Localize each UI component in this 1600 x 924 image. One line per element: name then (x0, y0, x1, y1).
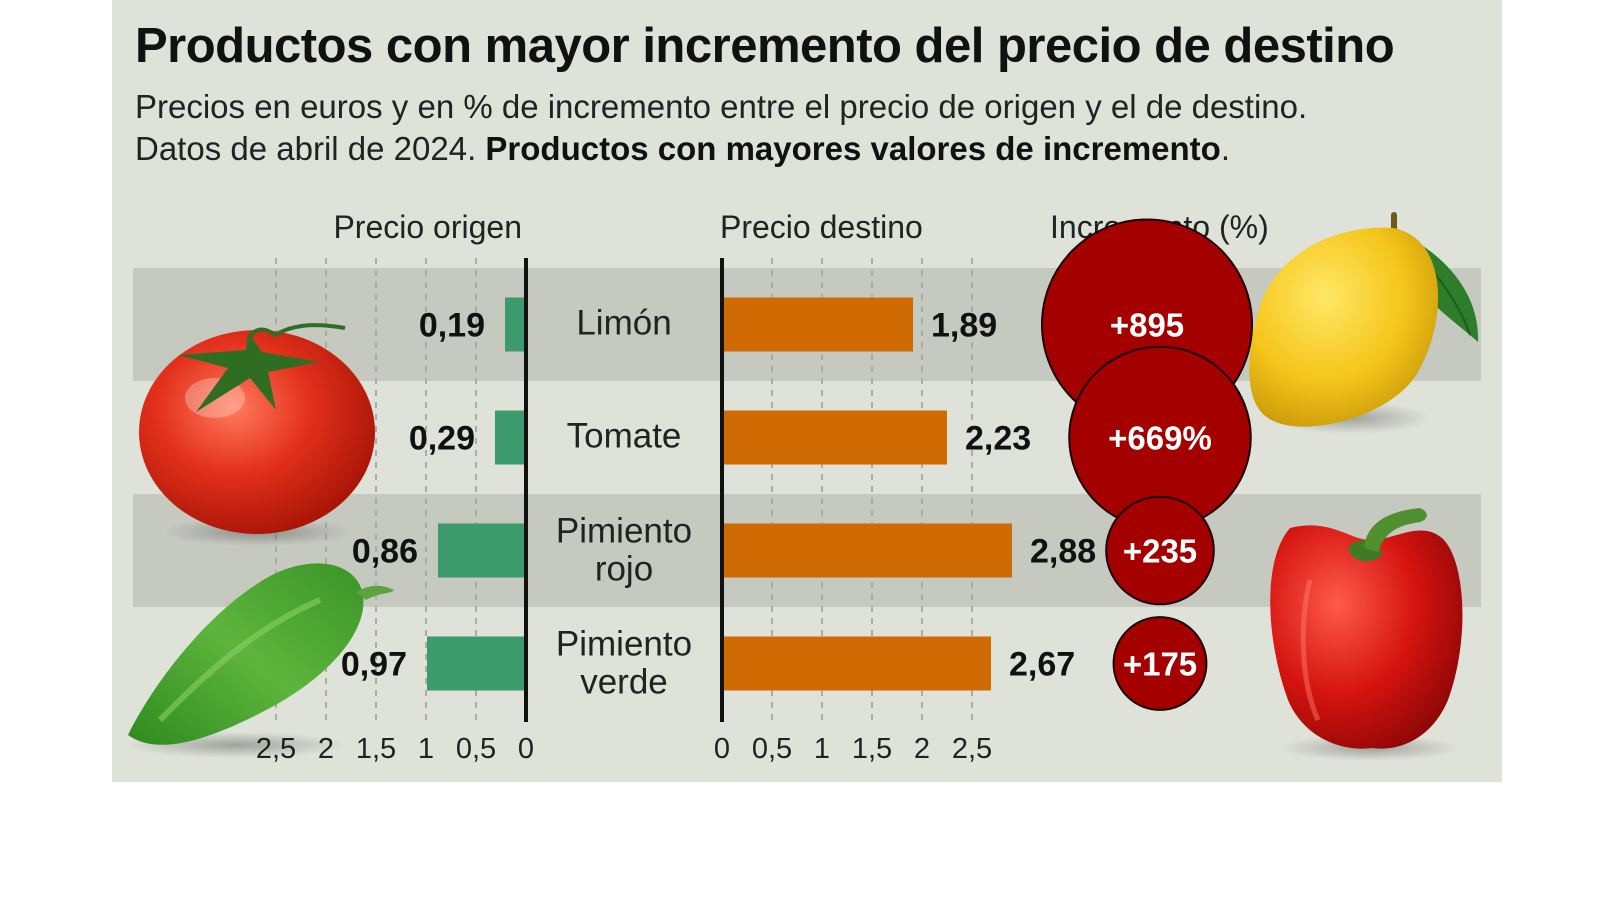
destination-bars (724, 297, 1012, 691)
origin-value-label: 0,29 (409, 420, 475, 458)
destination-value-label: 2,88 (1030, 533, 1096, 571)
subtitle-line-2: Datos de abril de 2024. Productos con ma… (135, 130, 1230, 168)
destination-value-label: 2,23 (965, 420, 1031, 458)
subtitle-line-2-bold: Productos con mayores valores de increme… (485, 130, 1221, 167)
destination-bar (724, 297, 913, 352)
destination-value-label: 1,89 (931, 307, 997, 345)
increment-label: +895 (1110, 307, 1184, 344)
chart-title: Productos con mayor incremento del preci… (135, 19, 1395, 73)
tomato-photo (139, 323, 375, 546)
increment-bubble (1105, 495, 1215, 606)
origin-tick-label: 1 (418, 733, 434, 765)
subtitle-line-2-plain: Datos de abril de 2024. (135, 130, 486, 167)
destination-bar (724, 410, 947, 465)
subtitle-line-2-end: . (1220, 130, 1230, 167)
header-origin: Precio origen (333, 209, 522, 245)
increment-bubbles: +895 +669% +235 +175 (1041, 218, 1253, 711)
increment-bubble (1112, 616, 1208, 711)
green-pepper-photo (125, 563, 394, 758)
lemon-photo (1249, 212, 1479, 434)
destination-value-label: 2,67 (1009, 646, 1075, 684)
category-label: Pimiento verde (556, 625, 692, 702)
category-labels: Limón Tomate Pimiento rojo Pimiento verde (556, 304, 692, 702)
category-label: Tomate (567, 417, 682, 456)
destination-tick-label: 0,5 (752, 733, 792, 765)
origin-value-label: 0,86 (352, 533, 418, 571)
origin-bars (427, 297, 524, 691)
destination-tick-label: 1 (814, 733, 830, 765)
header-destination: Precio destino (720, 209, 923, 245)
origin-value-label: 0,19 (419, 307, 485, 345)
origin-value-label: 0,97 (341, 646, 407, 684)
destination-value-labels: 1,89 2,23 2,88 2,67 (931, 307, 1096, 684)
red-pepper-photo (1270, 508, 1463, 761)
increment-label: +175 (1123, 646, 1197, 683)
origin-tick-label: 0,5 (456, 733, 496, 765)
origin-bar (505, 297, 524, 352)
origin-tick-label: 0 (518, 733, 534, 765)
subtitle-line-1: Precios en euros y en % de incremento en… (135, 88, 1308, 125)
category-label: Limón (576, 304, 671, 343)
destination-bar (724, 636, 991, 691)
destination-tick-label: 2,5 (952, 733, 992, 765)
origin-tick-label: 1,5 (356, 733, 396, 765)
increment-label: +235 (1123, 533, 1197, 570)
destination-tick-label: 1,5 (852, 733, 892, 765)
category-label: Pimiento rojo (556, 512, 692, 589)
destination-tick-label: 0 (714, 733, 730, 765)
destination-bar (724, 523, 1012, 578)
increment-label: +669% (1108, 420, 1212, 457)
destination-tick-label: 2 (914, 733, 930, 765)
origin-bar (427, 636, 524, 691)
origin-value-labels: 0,19 0,29 0,86 0,97 (341, 307, 485, 684)
origin-bar (438, 523, 524, 578)
origin-bar (495, 410, 524, 465)
